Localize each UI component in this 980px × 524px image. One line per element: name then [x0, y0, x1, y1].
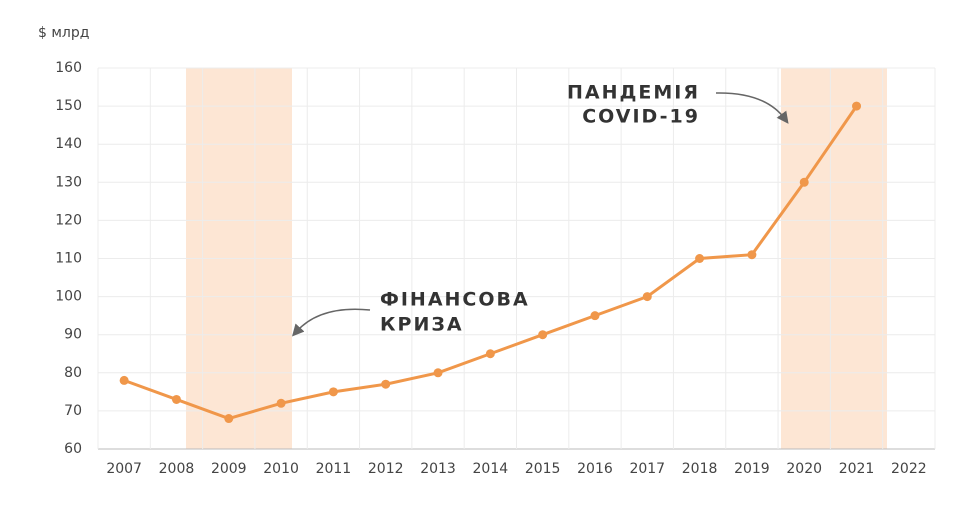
y-tick-label: 140 [55, 136, 82, 152]
point [328, 387, 338, 397]
point [852, 101, 862, 111]
y-tick-label: 100 [55, 289, 82, 305]
point [224, 414, 234, 424]
y-tick-label: 120 [55, 212, 82, 228]
x-tick-label: 2012 [368, 461, 404, 477]
annotation: ФІНАНСОВА [380, 289, 530, 311]
y-axis-label: $ млрд [38, 25, 89, 41]
annotation: COVID-19 [582, 106, 700, 128]
point [538, 330, 548, 340]
annotation: ПАНДЕМІЯ [567, 82, 700, 104]
y-tick-label: 70 [64, 403, 82, 419]
x-tick-label: 2020 [786, 461, 822, 477]
x-tick-label: 2008 [159, 461, 195, 477]
point [799, 177, 809, 187]
y-tick-label: 150 [55, 98, 82, 114]
point [119, 375, 129, 385]
x-tick-label: 2010 [263, 461, 299, 477]
y-tick-label: 160 [55, 60, 82, 76]
arrow [715, 92, 789, 124]
y-tick-label: 130 [55, 174, 82, 190]
point [485, 349, 495, 359]
point [747, 250, 757, 260]
x-tick-label: 2013 [420, 461, 456, 477]
x-tick-label: 2017 [629, 461, 665, 477]
point [381, 379, 391, 389]
x-tick-label: 2009 [211, 461, 247, 477]
point [590, 311, 600, 321]
x-tick-label: 2007 [106, 461, 142, 477]
x-tick-label: 2011 [316, 461, 352, 477]
annotation: КРИЗА [380, 314, 464, 336]
x-tick-label: 2018 [682, 461, 718, 477]
point [171, 394, 181, 404]
point [433, 368, 443, 378]
y-tick-label: 80 [64, 365, 82, 381]
y-tick-label: 110 [55, 251, 82, 267]
point [695, 254, 705, 263]
x-tick-label: 2016 [577, 461, 613, 477]
x-tick-label: 2021 [839, 461, 875, 477]
y-tick-label: 90 [64, 327, 82, 343]
point [276, 398, 286, 408]
x-tick-label: 2014 [473, 461, 509, 477]
x-tick-label: 2019 [734, 461, 770, 477]
point [642, 292, 652, 302]
arrow [292, 308, 371, 337]
x-tick-label: 2015 [525, 461, 561, 477]
x-tick-label: 2022 [891, 461, 927, 477]
y-tick-label: 60 [64, 441, 82, 457]
